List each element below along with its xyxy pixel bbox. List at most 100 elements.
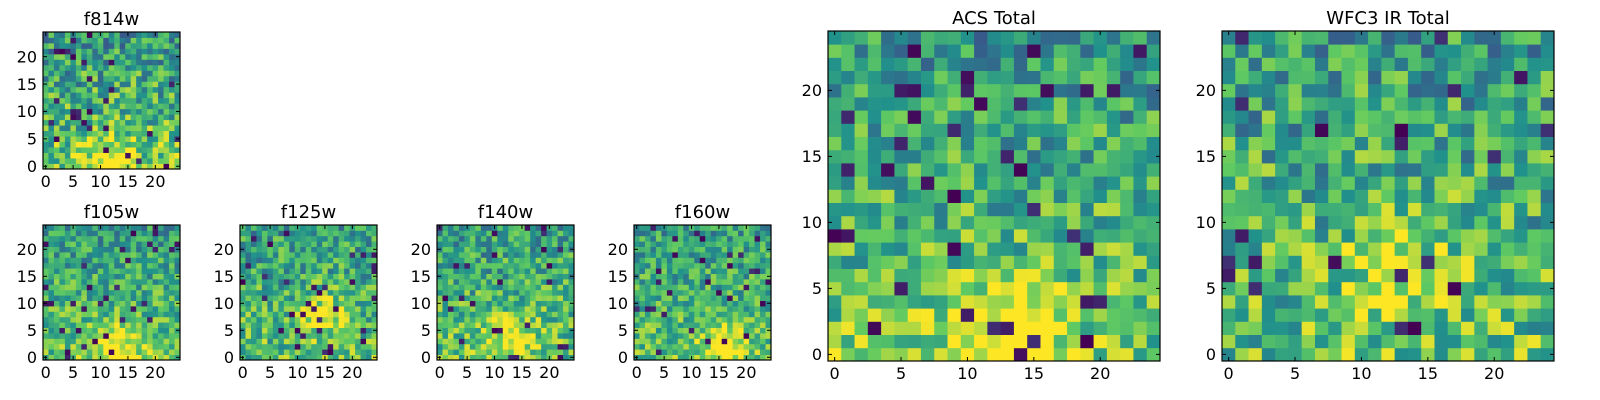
heatmap-cell xyxy=(70,141,77,148)
heatmap-cell xyxy=(552,316,558,323)
heatmap-cell xyxy=(119,225,126,231)
heatmap-cell xyxy=(371,343,378,350)
heatmap-cell xyxy=(666,327,673,334)
heatmap-cell xyxy=(64,103,71,110)
heatmap-cell xyxy=(147,230,153,237)
heatmap-cell xyxy=(749,257,755,264)
heatmap-cell xyxy=(1222,44,1236,58)
heatmap-cell xyxy=(256,343,263,350)
heatmap-cell xyxy=(437,257,443,264)
heatmap-cell xyxy=(894,202,909,217)
heatmap-cell xyxy=(75,306,82,312)
heatmap-cell xyxy=(1027,136,1041,151)
heatmap-cell xyxy=(1013,136,1028,151)
heatmap-cell xyxy=(1540,308,1555,322)
heatmap-cell xyxy=(1461,215,1475,230)
heatmap-cell xyxy=(442,349,449,355)
heatmap-cell xyxy=(765,257,772,264)
heatmap-cell xyxy=(552,322,558,328)
heatmap-cell xyxy=(754,333,761,339)
heatmap-cell xyxy=(48,130,55,137)
heatmap-cell xyxy=(854,163,869,177)
heatmap-cell xyxy=(841,202,855,217)
heatmap-cell xyxy=(535,354,542,361)
heatmap-cell xyxy=(705,230,712,237)
heatmap-cell xyxy=(261,295,268,301)
heatmap-cell xyxy=(64,322,71,328)
heatmap-cell xyxy=(1341,295,1356,309)
heatmap-cell xyxy=(1447,308,1462,322)
heatmap-cell xyxy=(688,252,695,258)
heatmap-cell xyxy=(710,349,717,355)
heatmap-cell xyxy=(338,235,345,242)
heatmap-cell xyxy=(1487,44,1502,58)
heatmap-cell xyxy=(114,125,121,132)
heatmap-cell xyxy=(974,57,988,71)
heatmap-cell xyxy=(541,349,547,355)
heatmap-cell xyxy=(1093,268,1108,283)
heatmap-cell xyxy=(1421,136,1435,151)
heatmap-cell xyxy=(338,311,345,318)
heatmap-cell xyxy=(552,284,558,291)
heatmap-cell xyxy=(108,81,115,88)
heatmap-cell xyxy=(59,92,66,99)
heatmap-cell xyxy=(371,230,378,237)
heatmap-cell xyxy=(760,316,766,323)
heatmap-cell xyxy=(738,273,744,280)
heatmap-cell xyxy=(1080,215,1094,230)
heatmap-cell xyxy=(934,295,948,309)
heatmap-cell xyxy=(987,44,1002,58)
heatmap-cell xyxy=(1381,321,1396,335)
heatmap-cell xyxy=(366,316,372,323)
heatmap-cell xyxy=(1381,123,1396,137)
heatmap-cell xyxy=(1407,242,1422,256)
heatmap-cell xyxy=(666,316,673,323)
heatmap-cell xyxy=(530,349,537,355)
heatmap-cell xyxy=(508,333,515,339)
heatmap-cell xyxy=(1235,176,1249,190)
heatmap-cell xyxy=(261,333,268,339)
heatmap-cell xyxy=(1341,215,1356,230)
heatmap-cell xyxy=(1341,189,1356,203)
heatmap-cell xyxy=(743,327,750,334)
heatmap-cell xyxy=(64,268,71,274)
heatmap-cell xyxy=(727,230,734,237)
heatmap-cell xyxy=(305,338,312,345)
heatmap-cell xyxy=(355,284,361,291)
heatmap-cell xyxy=(672,235,679,242)
heatmap-cell xyxy=(48,59,55,66)
heatmap-cell xyxy=(130,158,137,164)
heatmap-cell xyxy=(661,273,668,280)
heatmap-cell xyxy=(1120,44,1134,58)
heatmap-cell xyxy=(765,230,772,237)
heatmap-cell xyxy=(59,349,66,355)
heatmap-cell xyxy=(634,316,640,323)
heatmap-cell xyxy=(1328,308,1342,322)
heatmap-cell xyxy=(1261,149,1276,164)
heatmap-cell xyxy=(894,295,909,309)
heatmap-cell xyxy=(502,230,509,237)
heatmap-cell xyxy=(1146,123,1161,137)
heatmap-cell xyxy=(497,300,504,307)
heatmap-cell xyxy=(1288,123,1303,137)
heatmap-cell xyxy=(92,37,99,44)
heatmap-cell xyxy=(344,306,350,312)
heatmap-cell xyxy=(141,246,148,253)
heatmap-cell xyxy=(114,119,121,126)
heatmap-cell xyxy=(672,262,679,269)
heatmap-cell xyxy=(947,229,962,243)
heatmap-cell xyxy=(480,343,487,350)
heatmap-cell xyxy=(119,252,126,258)
heatmap-cell xyxy=(103,338,110,345)
heatmap-cell xyxy=(727,235,734,242)
heatmap-cell xyxy=(81,152,88,159)
heatmap-cell xyxy=(283,230,290,237)
heatmap-cell xyxy=(1120,215,1134,230)
heatmap-cell xyxy=(136,53,143,60)
heatmap-cell xyxy=(141,316,148,323)
heatmap-cell xyxy=(119,311,126,318)
heatmap-cell xyxy=(136,252,143,258)
heatmap-cell xyxy=(1407,136,1422,151)
heatmap-cell xyxy=(934,334,948,349)
heatmap-cell xyxy=(267,338,274,345)
